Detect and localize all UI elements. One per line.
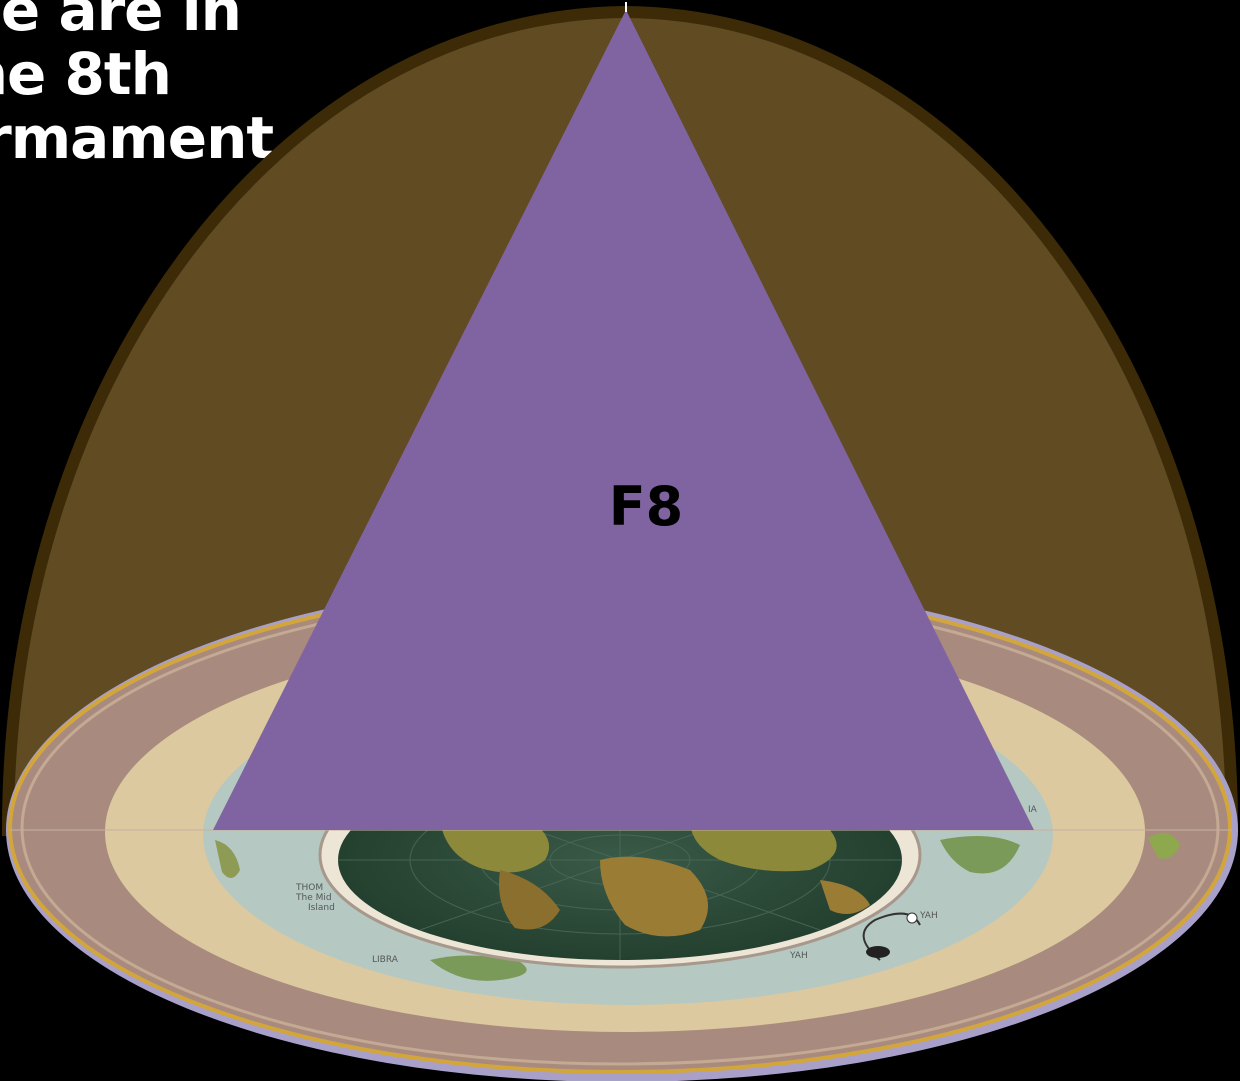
map-label-island: Island — [308, 903, 335, 913]
map-label-asia: IA — [1028, 805, 1038, 815]
headline: We are in the 8th firmament. — [0, 0, 295, 172]
map-label-libra: LIBRA — [372, 955, 399, 965]
map-label-thomas: THOM — [295, 883, 323, 893]
f8-pyramid — [213, 10, 1034, 830]
pyramid-label: F8 — [609, 475, 683, 538]
headline-line-3: firmament. — [0, 104, 295, 172]
map-label-yah-1: YAH — [919, 911, 938, 921]
map-label-mid: The Mid — [295, 893, 332, 903]
headline-line-2: the 8th — [0, 40, 172, 108]
map-label-yah-2: YAH — [789, 951, 808, 961]
ring-island — [1148, 832, 1180, 859]
headline-line-1: We are in — [0, 0, 242, 44]
